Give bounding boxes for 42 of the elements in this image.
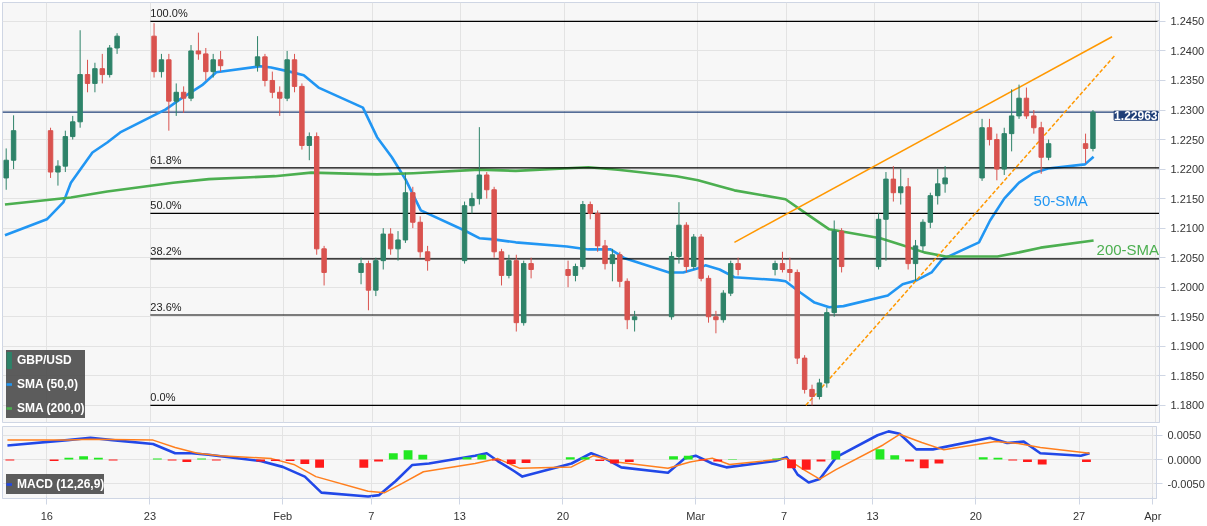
- annotation: 61.8%: [150, 153, 182, 166]
- x-tick-label: 20: [556, 509, 570, 522]
- x-tick-label: 23: [143, 509, 157, 522]
- legend-label: MACD (12,26,9): [17, 477, 105, 491]
- y-tick-label: 1.2450: [1170, 15, 1205, 28]
- x-tick-label: Mar: [686, 509, 706, 522]
- legend-label: SMA (200,0): [17, 401, 85, 415]
- y-tick-label: 1.2200: [1170, 163, 1205, 176]
- y-tick-label: 1.2400: [1170, 44, 1205, 57]
- annotation: 50.0%: [150, 199, 182, 212]
- annotation: 0.0%: [150, 391, 176, 404]
- legend-label: GBP/USD: [17, 353, 72, 367]
- annotation: 50-SMA: [1033, 192, 1088, 210]
- x-tick-label: 7: [781, 509, 788, 522]
- y-tick-label: 1.1900: [1170, 340, 1205, 353]
- y-tick-label: 0.0050: [1167, 429, 1202, 442]
- x-tick-label: 27: [1072, 509, 1086, 522]
- legend-label: SMA (50,0): [17, 377, 78, 391]
- y-tick-label: 1.1950: [1170, 310, 1205, 323]
- annotation: 23.6%: [150, 300, 182, 313]
- y-tick-label: 1.1800: [1170, 399, 1205, 412]
- y-tick-label: 1.2100: [1170, 222, 1205, 235]
- y-tick-label: 1.2250: [1170, 133, 1205, 146]
- x-tick-label: Apr: [1144, 509, 1162, 522]
- y-tick-label: -0.0050: [1167, 477, 1205, 490]
- x-tick-label: 16: [40, 509, 53, 522]
- y-tick-label: 0.0000: [1167, 453, 1202, 466]
- annotation: 38.2%: [150, 244, 182, 257]
- y-tick-label: 1.2000: [1170, 281, 1205, 294]
- annotation: 100.0%: [150, 7, 188, 20]
- x-tick-label: 13: [453, 509, 466, 522]
- ref-line-label: 1.22963: [1114, 109, 1158, 124]
- x-tick-label: 20: [969, 509, 982, 522]
- y-tick-label: 1.2350: [1170, 74, 1205, 87]
- y-tick-label: 1.2050: [1170, 251, 1205, 264]
- annotation: 200-SMA: [1096, 241, 1160, 259]
- y-tick-label: 1.1850: [1170, 369, 1205, 382]
- x-tick-label: Feb: [273, 509, 293, 522]
- y-tick-label: 1.2150: [1170, 192, 1205, 205]
- x-tick-label: 7: [368, 509, 375, 522]
- y-tick-label: 1.2300: [1170, 104, 1205, 117]
- x-tick-label: 13: [866, 509, 879, 522]
